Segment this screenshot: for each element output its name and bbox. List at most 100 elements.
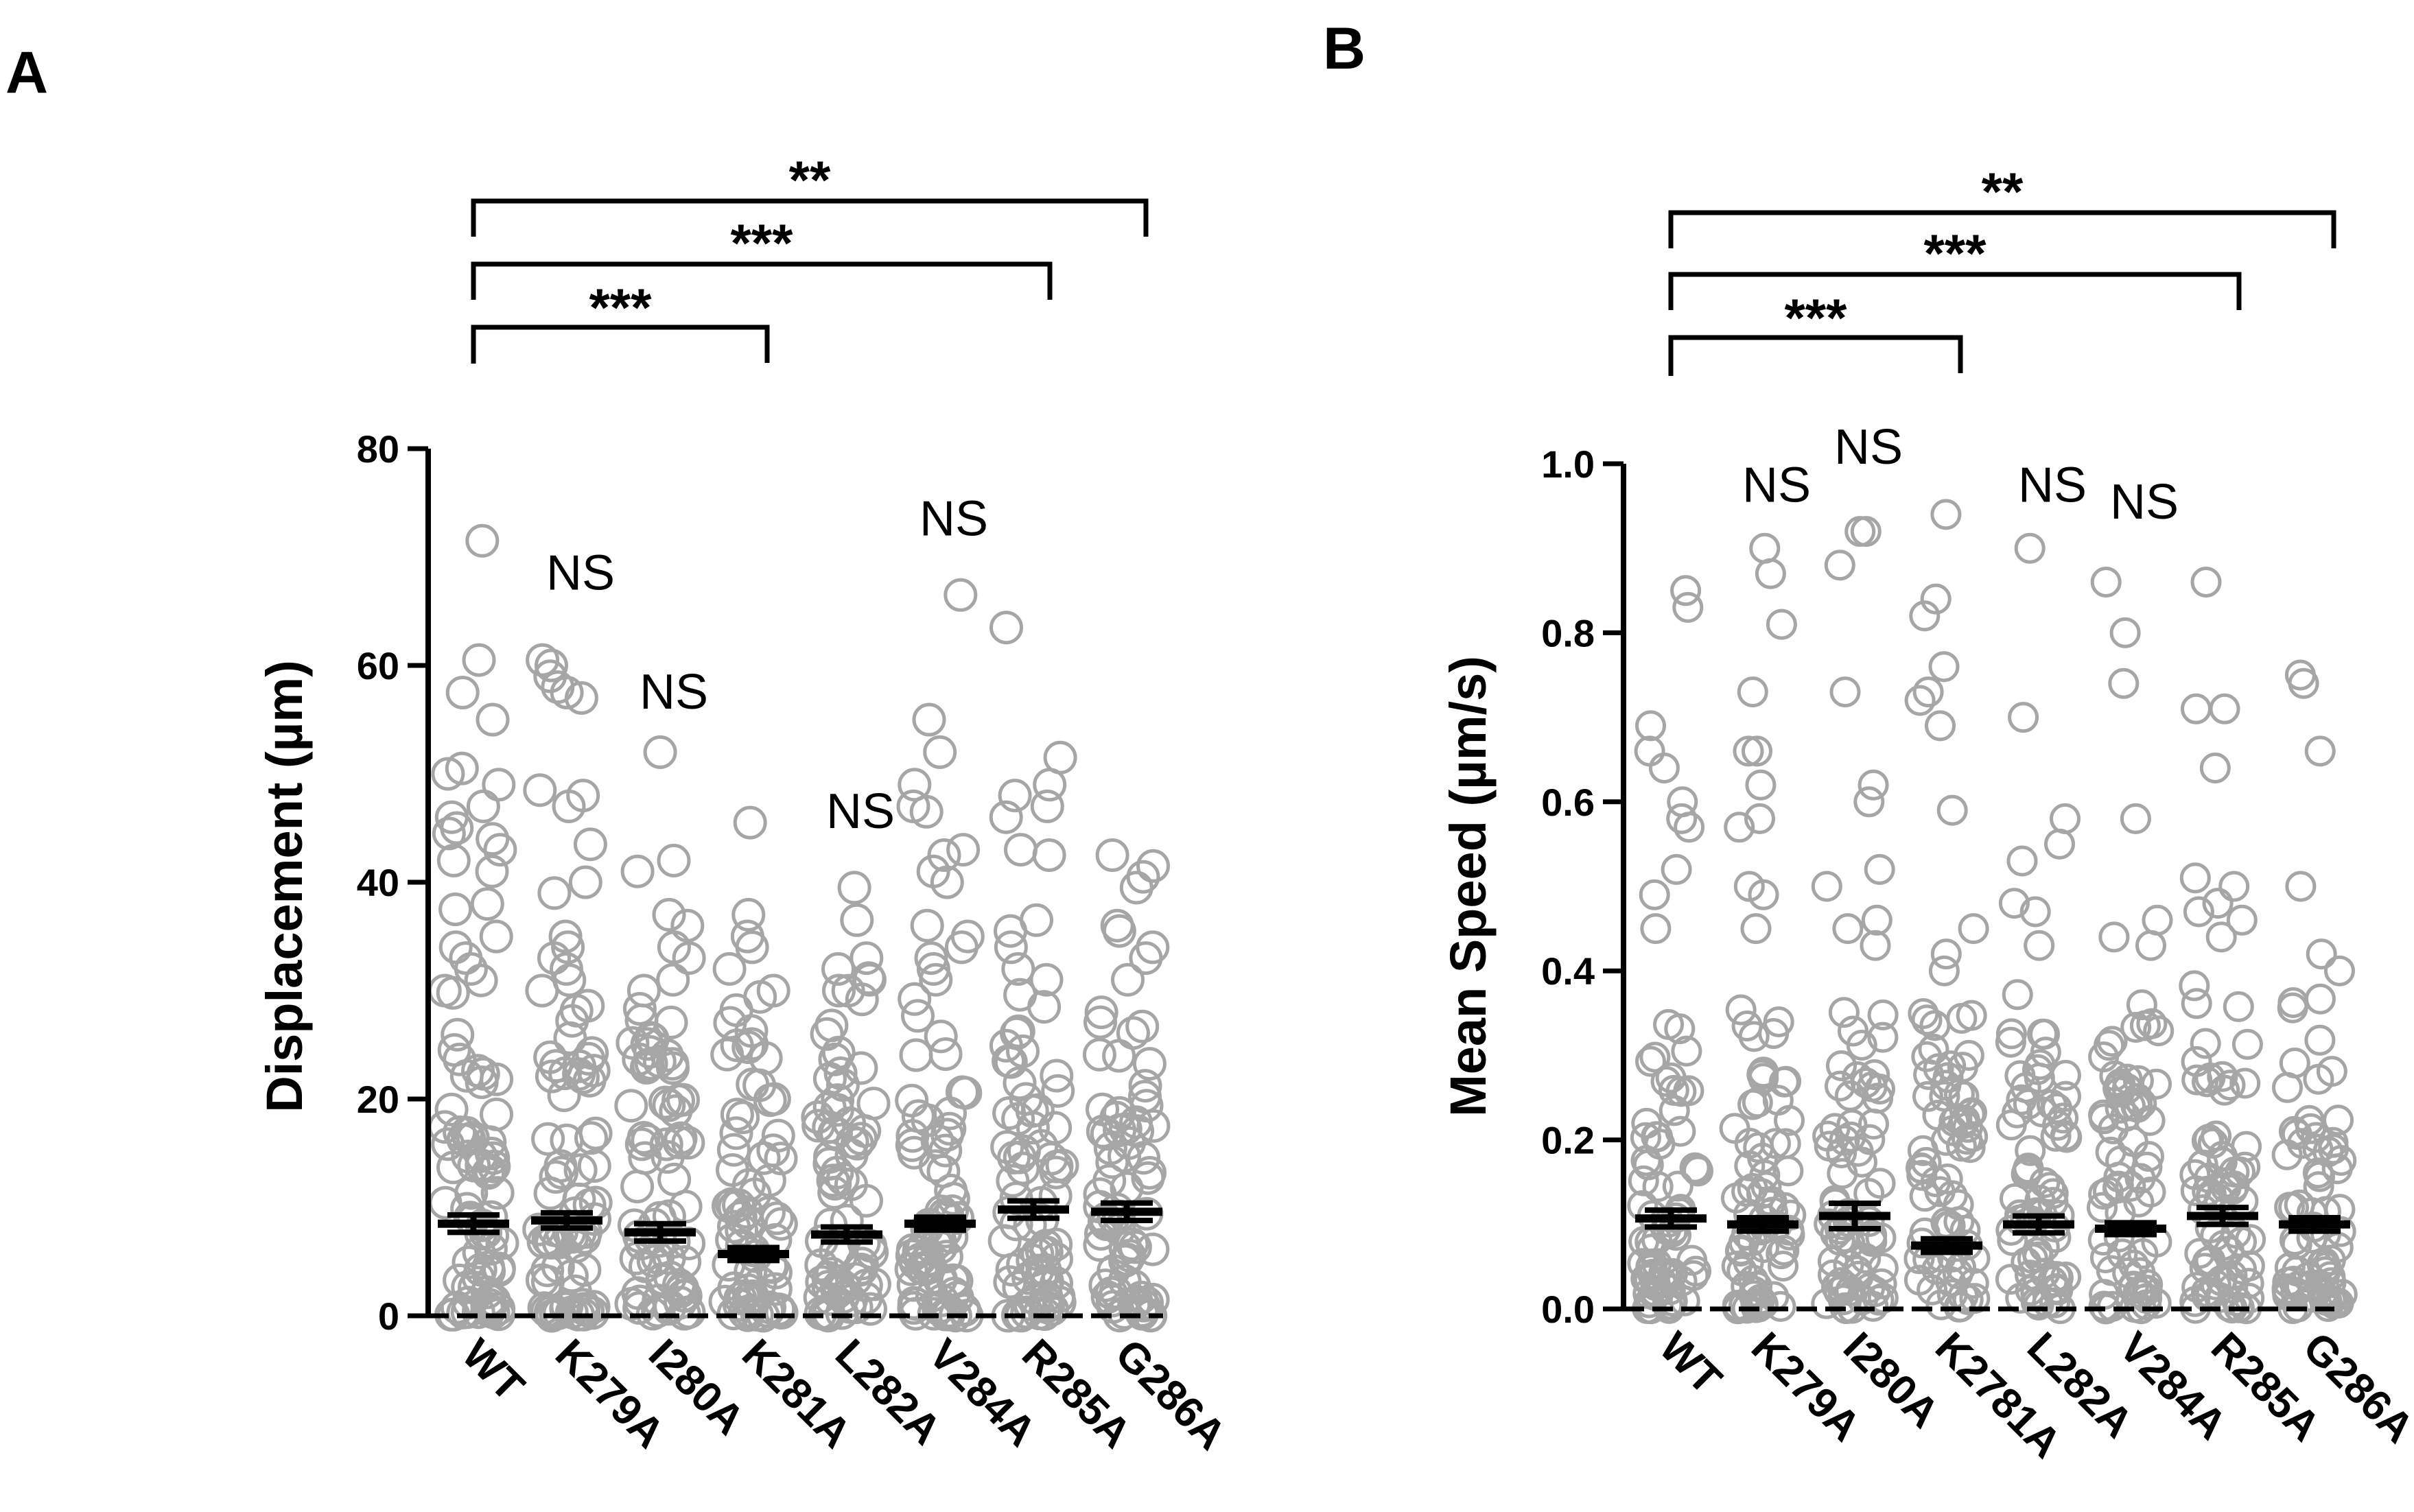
data-point (1925, 710, 1956, 742)
data-point (2040, 1120, 2072, 1152)
data-point (1829, 1271, 1861, 1302)
data-point (1115, 1227, 1149, 1262)
data-point (1737, 1172, 1768, 1204)
data-point (1003, 1066, 1037, 1100)
data-point (654, 1005, 688, 1039)
data-point (2006, 845, 2038, 877)
data-point (849, 1183, 883, 1218)
data-point (1001, 952, 1035, 986)
data-point (933, 1111, 967, 1146)
data-point (526, 643, 560, 677)
data-point (2209, 1074, 2240, 1106)
y-tick-label: 80 (357, 427, 399, 471)
ns-label: NS (2018, 458, 2087, 512)
y-tick-label: 0 (378, 1295, 399, 1338)
y-tick-label: 1.0 (1541, 442, 1595, 486)
data-point (731, 897, 766, 932)
panel-a-y-ticks: 0 20 40 60 80 (357, 427, 428, 1338)
panel-a-means (438, 1198, 1162, 1264)
data-point (1750, 1171, 1782, 1203)
y-tick-label: 0.8 (1541, 611, 1595, 654)
data-point (2279, 1048, 2310, 1078)
data-point (2190, 567, 2222, 598)
data-point (733, 805, 767, 840)
data-point (445, 751, 479, 785)
data-point (1722, 1290, 1753, 1321)
data-point (1016, 1243, 1050, 1277)
data-point (1658, 1074, 1689, 1106)
data-point (738, 1177, 772, 1212)
data-point (821, 952, 855, 986)
data-point (2140, 1288, 2172, 1319)
data-point (1628, 1165, 1659, 1196)
data-point (990, 1130, 1024, 1164)
data-point (1002, 1271, 1036, 1304)
data-point (1029, 962, 1064, 997)
data-point (1766, 609, 1797, 640)
data-point (2126, 1088, 2157, 1119)
data-point (1860, 930, 1891, 961)
data-point (1743, 1132, 1774, 1163)
data-point (620, 854, 655, 888)
data-point (480, 1176, 515, 1210)
panel-b-y-ticks: 0.0 0.2 0.4 0.6 0.8 1.0 (1541, 442, 1624, 1331)
data-point (764, 1207, 798, 1241)
data-point (537, 941, 571, 976)
data-point (550, 676, 584, 709)
data-point (2050, 1262, 2082, 1292)
data-point (1954, 1098, 1986, 1130)
y-tick-label: 40 (357, 861, 399, 904)
significance-label: ** (1982, 161, 2024, 222)
data-point (1954, 1132, 1986, 1163)
panel-a-ns-labels: NS NS NS NS (546, 491, 988, 839)
data-point (1747, 1288, 1779, 1320)
data-point (1748, 1056, 1779, 1088)
data-point (2050, 1059, 2081, 1091)
data-point (643, 735, 677, 769)
y-tick-label: 60 (357, 644, 399, 687)
data-point (2122, 1277, 2154, 1308)
data-point (1867, 1282, 1899, 1314)
ns-label: NS (919, 491, 988, 546)
data-point (2013, 1088, 2044, 1120)
data-point (910, 908, 944, 943)
data-point (1958, 1268, 1989, 1299)
data-point (1826, 1050, 1857, 1081)
data-point (1768, 1251, 1798, 1281)
data-point (441, 1017, 475, 1052)
data-point (2115, 1170, 2146, 1202)
data-point (656, 1051, 690, 1085)
data-point (1635, 710, 1666, 742)
data-point (622, 992, 657, 1026)
significance-bracket (1668, 210, 2336, 248)
data-point (1858, 769, 1889, 801)
data-point (716, 1153, 749, 1187)
data-point (897, 1291, 931, 1325)
data-point (1127, 1141, 1160, 1175)
data-point (1086, 1114, 1120, 1148)
data-point (1666, 803, 1698, 834)
data-point (930, 865, 964, 899)
data-point (1832, 913, 1864, 945)
data-point (1661, 853, 1692, 885)
data-point (2321, 1153, 2353, 1185)
data-point (2044, 828, 2075, 860)
data-point (631, 1123, 665, 1157)
data-point (2015, 1135, 2046, 1166)
data-point (1040, 1149, 1074, 1183)
data-point (628, 1141, 662, 1175)
data-point (852, 962, 887, 997)
data-point (2024, 930, 2055, 961)
data-point (2288, 668, 2319, 699)
data-point (2131, 1151, 2163, 1183)
data-point (2231, 1028, 2263, 1060)
data-point (2107, 1238, 2138, 1270)
data-point (661, 1083, 695, 1118)
data-point (1995, 1026, 2026, 1058)
data-point (622, 1042, 656, 1076)
ns-label: NS (826, 784, 895, 839)
significance-label: *** (1923, 223, 1987, 283)
data-point (1679, 1152, 1711, 1183)
data-point (933, 1096, 967, 1131)
data-point (944, 930, 979, 965)
